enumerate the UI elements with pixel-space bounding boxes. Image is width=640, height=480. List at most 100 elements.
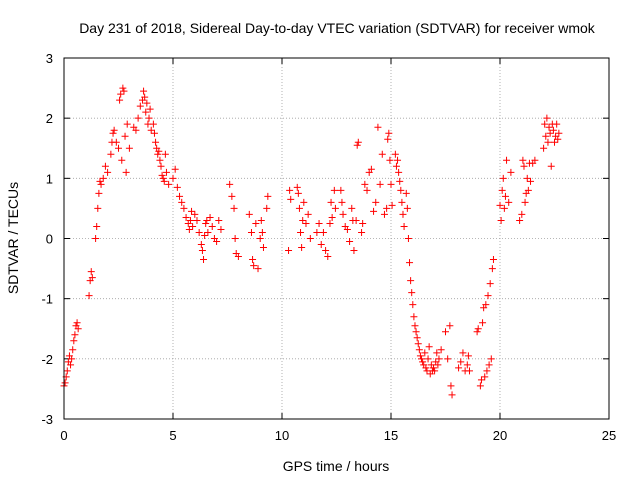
data-point bbox=[431, 367, 439, 375]
data-point bbox=[501, 192, 509, 200]
data-point bbox=[385, 129, 393, 137]
data-point bbox=[457, 358, 465, 366]
data-point bbox=[474, 325, 482, 333]
x-tick-label: 5 bbox=[169, 428, 176, 443]
data-point bbox=[317, 241, 325, 249]
data-point bbox=[154, 150, 162, 158]
data-point bbox=[180, 204, 188, 212]
data-point bbox=[400, 222, 408, 230]
data-point bbox=[104, 168, 112, 176]
data-point bbox=[186, 216, 194, 224]
data-point bbox=[67, 361, 75, 369]
data-point bbox=[425, 343, 433, 351]
data-point bbox=[202, 219, 210, 227]
data-point bbox=[94, 204, 102, 212]
data-point bbox=[324, 253, 332, 261]
data-point bbox=[171, 165, 179, 173]
data-point bbox=[203, 216, 211, 224]
data-point bbox=[523, 174, 531, 182]
data-point bbox=[200, 256, 208, 264]
data-point bbox=[430, 364, 438, 372]
data-point bbox=[156, 156, 164, 164]
data-point bbox=[173, 183, 181, 191]
data-point bbox=[409, 301, 417, 309]
data-point bbox=[285, 247, 293, 255]
data-point bbox=[476, 382, 484, 390]
data-point bbox=[500, 204, 508, 212]
data-point bbox=[140, 87, 148, 95]
data-point bbox=[416, 352, 424, 360]
data-point bbox=[339, 210, 347, 218]
data-point bbox=[85, 292, 93, 300]
data-point bbox=[473, 328, 481, 336]
data-point bbox=[424, 355, 432, 363]
data-point bbox=[372, 198, 380, 206]
data-point bbox=[482, 301, 490, 309]
data-point bbox=[147, 126, 155, 134]
data-point bbox=[176, 192, 184, 200]
data-point bbox=[136, 102, 144, 110]
data-point bbox=[353, 141, 361, 149]
data-point bbox=[258, 228, 266, 236]
data-point bbox=[524, 186, 532, 194]
data-point bbox=[134, 114, 142, 122]
data-point bbox=[527, 177, 535, 185]
data-point bbox=[489, 256, 497, 264]
y-tick-label: 0 bbox=[46, 232, 53, 247]
data-point bbox=[519, 156, 527, 164]
data-point bbox=[444, 355, 452, 363]
y-tick-label: 3 bbox=[46, 51, 53, 66]
data-point bbox=[434, 361, 442, 369]
data-point bbox=[448, 391, 456, 399]
data-point bbox=[294, 189, 302, 197]
data-point bbox=[531, 156, 539, 164]
data-point bbox=[483, 367, 491, 375]
data-point bbox=[477, 376, 485, 384]
data-point bbox=[293, 183, 301, 191]
data-point bbox=[419, 358, 427, 366]
y-axis-label: SDTVAR / TECUs bbox=[5, 182, 21, 294]
data-point bbox=[109, 129, 117, 137]
y-tick-label: -2 bbox=[41, 352, 53, 367]
data-point bbox=[521, 198, 529, 206]
data-point bbox=[354, 138, 362, 146]
data-point bbox=[463, 361, 471, 369]
data-point bbox=[337, 186, 345, 194]
data-point bbox=[121, 132, 129, 140]
data-point bbox=[92, 235, 100, 242]
data-point bbox=[157, 162, 165, 170]
data-point bbox=[263, 204, 271, 212]
data-point bbox=[455, 364, 463, 372]
data-point bbox=[101, 162, 109, 170]
data-point bbox=[112, 138, 120, 146]
data-point bbox=[306, 235, 314, 242]
data-point bbox=[397, 186, 405, 194]
data-point bbox=[191, 210, 199, 218]
data-point bbox=[215, 216, 223, 224]
data-point bbox=[132, 126, 140, 134]
data-point bbox=[286, 186, 294, 194]
data-point bbox=[395, 168, 403, 176]
data-point bbox=[259, 244, 267, 252]
data-point bbox=[346, 238, 354, 246]
data-point bbox=[160, 177, 168, 185]
data-point bbox=[447, 382, 455, 390]
data-point bbox=[481, 373, 489, 381]
data-point bbox=[545, 123, 553, 131]
data-point bbox=[287, 195, 295, 203]
data-point bbox=[315, 219, 323, 227]
data-point bbox=[352, 216, 360, 224]
data-point bbox=[97, 180, 105, 188]
data-point bbox=[394, 156, 402, 164]
data-point bbox=[388, 201, 396, 209]
data-point bbox=[507, 168, 515, 176]
data-point bbox=[361, 180, 369, 188]
data-point bbox=[63, 367, 71, 375]
data-point bbox=[161, 150, 169, 158]
data-point bbox=[141, 93, 149, 101]
data-point bbox=[505, 198, 513, 206]
data-point bbox=[392, 162, 400, 170]
data-point bbox=[230, 204, 238, 212]
data-point bbox=[486, 280, 494, 288]
data-point bbox=[485, 361, 493, 369]
